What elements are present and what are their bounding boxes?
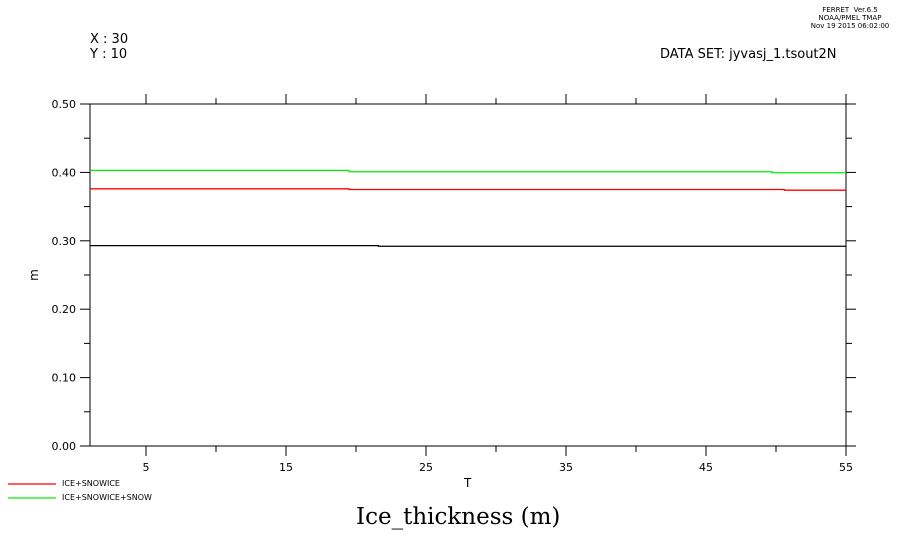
series-line — [90, 169, 846, 174]
x-tick-label: 55 — [839, 461, 853, 474]
y-position-label: Y : 10 — [90, 47, 128, 62]
y-tick-label: 0.20 — [52, 303, 77, 316]
chart-title: Ice_thickness (m) — [356, 504, 561, 530]
series-1 — [90, 188, 846, 191]
x-tick-label: 25 — [419, 461, 433, 474]
series-0 — [90, 244, 846, 247]
x-position-label: X : 30 — [90, 32, 129, 47]
plot-frame — [89, 103, 847, 447]
legend-label-ice-snowice-snow: ICE+SNOWICE+SNOW — [62, 493, 152, 502]
y-tick-label: 0.10 — [52, 372, 77, 385]
x-tick-label: 45 — [699, 461, 713, 474]
y-tick-label: 0.50 — [52, 98, 77, 111]
dataset-label: DATA SET: jyvasj_1.tsout2N — [660, 47, 837, 62]
ferret-version: FERRET Ver.6.5 — [822, 6, 878, 14]
y-tick-label: 0.30 — [52, 235, 77, 248]
ferret-date: Nov 19 2015 06:02:00 — [810, 22, 890, 30]
series-2 — [90, 169, 846, 174]
x-axis-label: T — [464, 476, 472, 490]
x-tick-label: 5 — [143, 461, 150, 474]
series-line — [90, 188, 846, 191]
y-tick-label: 0.00 — [52, 440, 77, 453]
y-tick-label: 0.40 — [52, 166, 77, 179]
x-tick-label: 35 — [559, 461, 573, 474]
legend-label-ice-snowice: ICE+SNOWICE — [62, 479, 120, 488]
y-axis-label: m — [26, 269, 41, 281]
series-line — [90, 244, 846, 247]
x-tick-label: 15 — [279, 461, 293, 474]
ferret-org: NOAA/PMEL TMAP — [818, 14, 882, 22]
